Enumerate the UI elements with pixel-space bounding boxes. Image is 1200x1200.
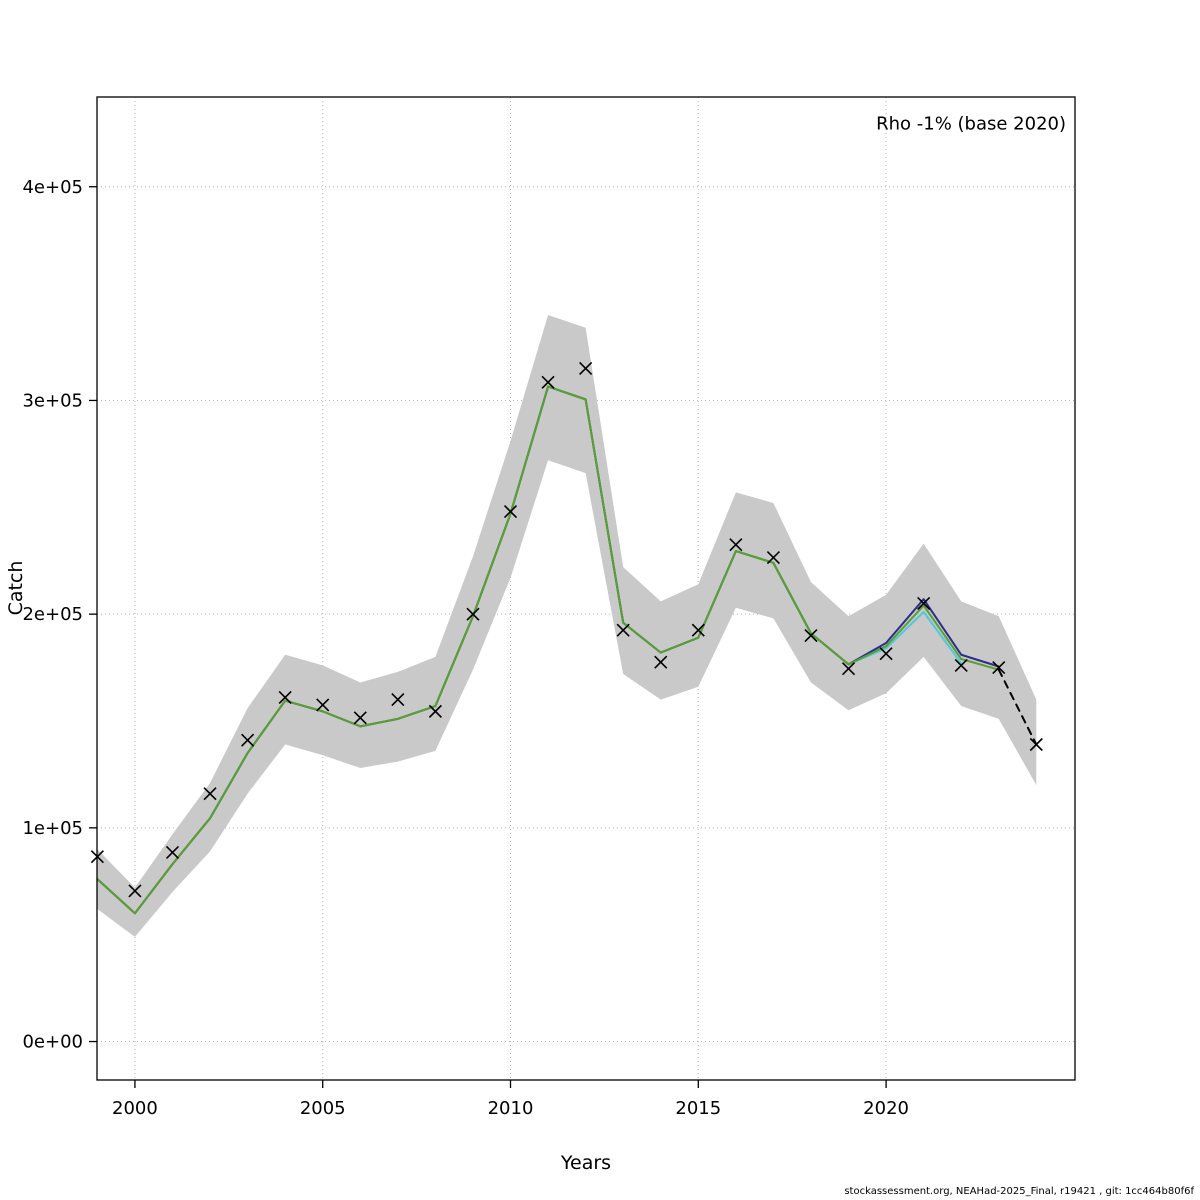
observed-catch-marker [466, 607, 480, 621]
observed-catch-marker [579, 361, 593, 375]
confidence-band [97, 314, 1037, 937]
observed-catch-marker [841, 662, 856, 676]
observed-catch-marker [992, 661, 1006, 675]
observed-catch-marker [1029, 737, 1043, 752]
y-tick-label: 4e+05 [22, 177, 83, 198]
y-axis-label: Catch [5, 560, 27, 616]
plot-annotation: Rho -1% (base 2020) [876, 113, 1066, 135]
x-tick-label: 2000 [112, 1098, 158, 1119]
observed-catch-marker [316, 698, 330, 712]
observed-catch-marker [766, 550, 780, 565]
observed-catch-marker [729, 538, 743, 552]
observed-catch-marker [541, 375, 555, 389]
observed-catch-marker [203, 787, 217, 801]
series-line-forecast [997, 668, 1038, 746]
observed-catch-marker [278, 690, 292, 705]
y-tick-label: 2e+05 [22, 604, 83, 625]
observed-catch-marker [241, 733, 255, 747]
observed-catch-marker [691, 623, 705, 637]
y-tick-label: 3e+05 [22, 390, 83, 411]
observed-catch-marker [353, 711, 367, 725]
observed-catch-marker [804, 628, 818, 643]
x-tick-label: 2020 [863, 1098, 909, 1119]
observed-catch-marker [165, 845, 180, 859]
footer-credit: stockassessment.org, NEAHad-2025_Final, … [844, 1186, 1194, 1197]
x-tick-label: 2015 [675, 1098, 721, 1119]
x-axis-label: Years [560, 1152, 612, 1174]
observed-catch-marker [879, 647, 893, 661]
x-tick-label: 2005 [300, 1098, 346, 1119]
series-line-fit-base [96, 385, 1000, 915]
observed-catch-marker [391, 693, 405, 707]
y-tick-label: 0e+00 [22, 1032, 83, 1053]
x-tick-label: 2010 [488, 1098, 534, 1119]
observed-catch-marker [654, 655, 668, 669]
observed-catch-marker [616, 623, 630, 637]
observed-catch-marker [954, 658, 968, 672]
observed-catch-marker [917, 596, 931, 611]
observed-catch-marker [428, 704, 442, 718]
observed-catch-marker [128, 884, 142, 898]
plot-border [96, 96, 1076, 1081]
observed-catch-marker [503, 505, 518, 519]
y-tick-label: 1e+05 [22, 818, 83, 839]
